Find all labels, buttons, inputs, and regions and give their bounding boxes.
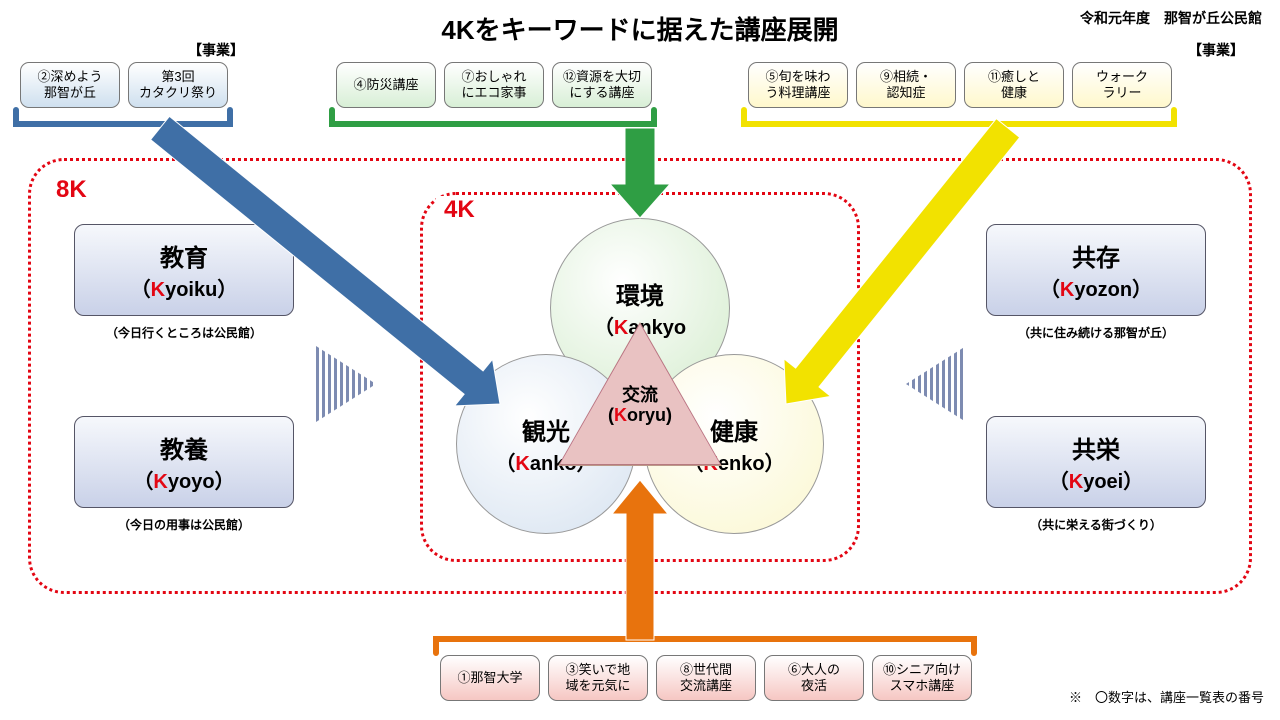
circle-jp: 環境 [616,276,664,311]
kbox-jp: 教育 [160,238,208,273]
jigyo-label-left: 【事業】 [188,40,244,60]
kbox-jp: 教養 [160,430,208,465]
kbox-sub: （共に栄える街づくり） [986,516,1206,533]
chip-green-0: ④防災講座 [336,62,436,108]
triangle-text: 交流(Koryu) [560,386,720,426]
chip-yellow-3: ウォークラリー [1072,62,1172,108]
chip-yellow-2: ⑪癒しと健康 [964,62,1064,108]
chip-blue-1: 第3回カタクリ祭り [128,62,228,108]
header-org: 令和元年度 那智が丘公民館 [1080,8,1262,28]
chip-green-2: ⑫資源を大切にする講座 [552,62,652,108]
kbox-rom: （Kyoyo） [133,465,234,494]
kbox-rom: （Kyoiku） [131,273,238,302]
kbox-kyozon: 共存 （Kyozon） [986,224,1206,316]
chevron-right-icon [316,346,376,422]
kbox-jp: 共存 [1072,238,1120,273]
chip-orange-1: ③笑いで地域を元気に [548,655,648,701]
kbox-sub: （今日の用事は公民館） [74,516,294,533]
chip-orange-0: ①那智大学 [440,655,540,701]
kbox-sub: （共に住み続ける那智が丘） [986,324,1206,341]
kbox-kyoei: 共栄 （Kyoei） [986,416,1206,508]
label-8k: 8K [48,176,95,204]
chip-orange-4: ⑩シニア向けスマホ講座 [872,655,972,701]
triangle-koryu: 交流(Koryu) [560,324,720,464]
kbox-sub: （今日行くところは公民館） [74,324,294,341]
jigyo-label-right: 【事業】 [1188,40,1244,60]
chip-yellow-0: ⑤旬を味わう料理講座 [748,62,848,108]
label-4k: 4K [436,196,483,224]
kbox-rom: （Kyozon） [1040,273,1152,302]
kbox-kyoyo: 教養 （Kyoyo） [74,416,294,508]
chip-orange-3: ⑥大人の夜活 [764,655,864,701]
kbox-rom: （Kyoei） [1049,465,1143,494]
kbox-jp: 共栄 [1072,430,1120,465]
kbox-kyoiku: 教育 （Kyoiku） [74,224,294,316]
chip-yellow-1: ⑨相続・認知症 [856,62,956,108]
footnote: ※ 〇数字は、講座一覧表の番号 [1069,687,1264,706]
chip-green-1: ⑦おしゃれにエコ家事 [444,62,544,108]
chip-blue-0: ②深めよう那智が丘 [20,62,120,108]
chip-orange-2: ⑧世代間交流講座 [656,655,756,701]
chevron-left-icon [906,346,966,422]
